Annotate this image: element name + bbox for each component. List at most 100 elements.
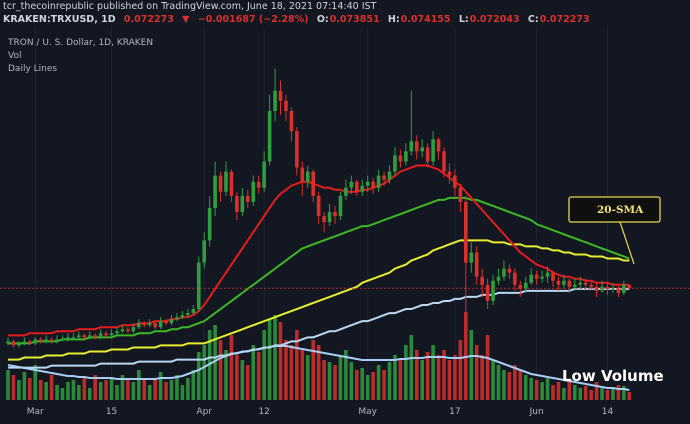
- candle-body: [322, 216, 326, 223]
- candle-body: [338, 195, 343, 217]
- volume-bar: [60, 388, 65, 400]
- ohlc-label: O:: [317, 14, 329, 25]
- candle-body: [175, 317, 179, 320]
- ohlc-label: H:: [388, 14, 400, 25]
- candle-body: [93, 335, 97, 338]
- candle-body: [300, 167, 305, 182]
- volume-bar: [316, 345, 321, 400]
- candle-body: [142, 323, 147, 326]
- candle-body: [240, 195, 245, 213]
- volume-bar: [404, 345, 408, 400]
- candle-body: [147, 323, 152, 326]
- volume-bar: [147, 385, 152, 400]
- legend-title: TRON / U. S. Dollar, 1D, KRAKEN: [7, 38, 153, 48]
- volume-bar: [393, 355, 397, 400]
- candle-body: [616, 288, 621, 293]
- candle-body: [480, 276, 484, 285]
- volume-bar: [49, 375, 54, 400]
- candle-body: [622, 284, 626, 293]
- volume-bar: [218, 340, 223, 400]
- ohlc-value: 0.074155: [401, 14, 451, 25]
- volume-bar: [17, 380, 21, 400]
- candle-body: [333, 212, 337, 217]
- candle-body: [196, 262, 201, 310]
- annotation-box: [568, 196, 661, 223]
- candle-body: [77, 335, 81, 338]
- candle-body: [153, 323, 157, 328]
- volume-bar: [104, 380, 108, 400]
- volume-bar: [523, 375, 528, 400]
- volume-bar: [77, 385, 81, 400]
- volume-bar: [169, 380, 174, 400]
- volume-bar: [137, 370, 141, 400]
- symbol-line: KRAKEN:TRXUSD, 1D 0.072273 ▼ −0.001687 (…: [3, 14, 590, 25]
- candle-body: [447, 171, 452, 176]
- candle-body: [218, 175, 223, 192]
- change-arrow: ▼: [182, 14, 190, 25]
- volume-bar: [87, 388, 92, 400]
- last-price: 0.072273: [124, 14, 174, 25]
- volume-bar: [6, 370, 10, 400]
- volume-bar: [589, 390, 593, 400]
- candle-body: [104, 333, 108, 336]
- volume-bar: [540, 382, 544, 400]
- volume-bar: [556, 382, 561, 400]
- candle-body: [49, 339, 54, 342]
- volume-bar: [186, 378, 190, 400]
- candle-body: [376, 175, 381, 188]
- volume-bar: [420, 360, 424, 400]
- candle-body: [251, 181, 256, 202]
- candle-body: [327, 212, 332, 223]
- volume-bar: [600, 388, 604, 400]
- candle-body: [109, 333, 114, 336]
- volume-bar: [273, 315, 277, 400]
- volume-bar: [22, 372, 27, 400]
- candle-body: [115, 331, 119, 334]
- candle-body: [485, 284, 490, 301]
- volume-bar: [82, 378, 87, 400]
- candle-body: [71, 337, 76, 339]
- candle-body: [627, 285, 632, 289]
- candle-body: [191, 309, 196, 314]
- volume-bar: [158, 372, 163, 400]
- candle-body: [295, 131, 299, 168]
- volume-bar: [191, 370, 196, 400]
- volume-bar: [98, 382, 103, 400]
- volume-bar: [622, 386, 626, 400]
- volume-bar: [38, 380, 43, 400]
- candle-body: [202, 240, 206, 263]
- x-tick-label: Apr: [196, 407, 212, 417]
- volume-bar: [605, 390, 610, 400]
- volume-bar: [567, 380, 572, 400]
- candle-body: [567, 280, 572, 287]
- volume-bar: [409, 335, 414, 400]
- candle-body: [507, 268, 512, 273]
- volume-bar: [256, 352, 261, 400]
- volume-bar: [360, 368, 365, 400]
- candle-body: [17, 343, 21, 346]
- volume-bar: [611, 388, 615, 400]
- volume-bar: [109, 378, 114, 400]
- volume-bar: [398, 360, 403, 400]
- ohlc-value: 0.072043: [470, 14, 520, 25]
- candle-body: [180, 315, 185, 318]
- candle-body: [469, 252, 474, 263]
- candle-body: [158, 321, 163, 328]
- candle-body: [11, 341, 16, 346]
- candle-body: [213, 175, 217, 208]
- symbol: KRAKEN:TRXUSD, 1D: [3, 14, 116, 25]
- candle-body: [28, 341, 32, 344]
- candle-body: [284, 100, 288, 111]
- annotation: Low Volume: [562, 367, 664, 385]
- volume-bar: [534, 380, 539, 400]
- legend-volume: Vol: [8, 51, 21, 61]
- candle-body: [98, 333, 103, 338]
- candle-body: [578, 282, 583, 285]
- candle-body: [545, 272, 550, 277]
- volume-bar: [196, 352, 201, 400]
- volume-bar: [164, 382, 168, 400]
- candle-body: [344, 187, 348, 196]
- candle-body: [420, 147, 424, 152]
- volume-bar: [627, 392, 632, 400]
- candle-body: [82, 335, 87, 338]
